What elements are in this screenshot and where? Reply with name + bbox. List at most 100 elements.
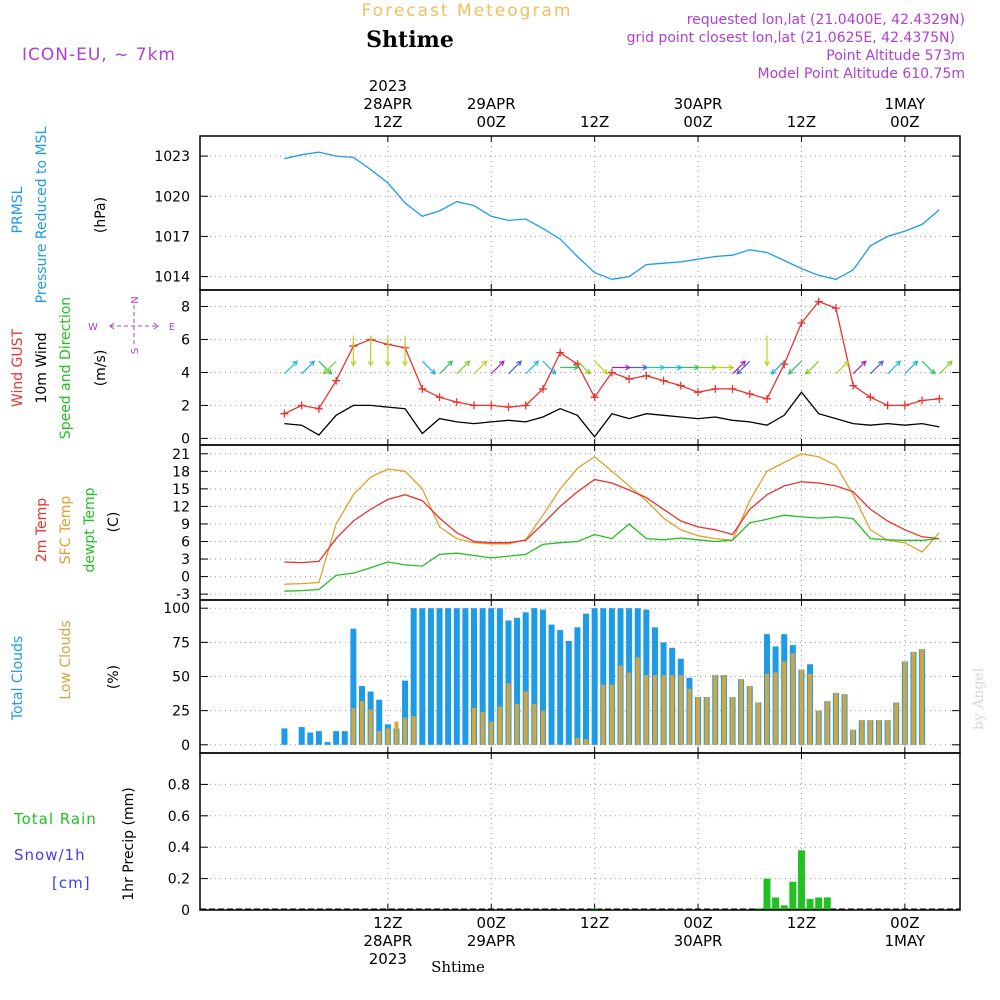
total-cloud-bar [298, 727, 305, 745]
wind-arrow [508, 360, 522, 375]
low-cloud-bar [351, 707, 356, 745]
total-cloud-bar [419, 608, 426, 745]
rain-bar [754, 908, 762, 910]
wind-arrow [318, 360, 332, 375]
total-cloud-bar [376, 699, 383, 745]
ytick-label: 18 [172, 464, 190, 480]
ytick-label: 25 [172, 704, 190, 720]
low-cloud-bar [920, 649, 925, 745]
snow-label: Snow/1h [14, 846, 86, 864]
low-cloud-bar [368, 709, 373, 745]
low-cloud-bar [782, 661, 787, 745]
wind-arrow [852, 360, 867, 375]
gust-marker [538, 384, 547, 393]
model-altitude: Model Point Altitude 610.75m [758, 66, 965, 82]
gust-marker [418, 384, 427, 393]
gust-marker [831, 304, 840, 313]
low-cloud-bar [394, 721, 399, 745]
low-cloud-bar [825, 701, 830, 745]
compass-s: S [130, 348, 141, 354]
total-cloud-bar [565, 640, 572, 745]
wind-arrow-head [367, 360, 374, 367]
gust-marker [521, 401, 530, 410]
wind-speed-label: 10m Wind [34, 332, 50, 403]
ytick-label: 6 [181, 535, 190, 551]
ytick-label: 4 [181, 365, 190, 381]
time-label-bottom: 30APR [674, 932, 723, 950]
gust-marker [470, 401, 479, 410]
low-cloud-bar [911, 651, 916, 745]
pressure-label-2: Pressure Reduced to MSL [34, 126, 50, 303]
time-label-bottom: 00Z [683, 914, 712, 932]
gust-marker [280, 409, 289, 418]
total-cloud-bar [583, 613, 590, 745]
compass-n: N [130, 296, 141, 303]
low-cloud-bar [472, 707, 477, 745]
location-title: Shtime [366, 27, 454, 53]
ytick-label: 15 [172, 482, 190, 498]
low-cloud-bar [377, 731, 382, 745]
wind-arrow-head [516, 360, 522, 367]
rain-bar [789, 881, 797, 910]
wind-arrow-head [740, 360, 747, 367]
wind-arrow [576, 360, 591, 375]
ytick-label: 50 [172, 670, 190, 686]
low-cloud-bar [644, 675, 649, 745]
wind-arrow-head [573, 364, 580, 371]
gust-marker [452, 398, 461, 407]
ytick-label: 0.8 [168, 777, 190, 793]
time-label-top: 2023 [369, 77, 407, 95]
ytick-label: 0.6 [168, 809, 190, 825]
time-label-bottom: 00Z [890, 914, 919, 932]
time-label-top: 30APR [674, 95, 723, 113]
wind-arrow [732, 360, 746, 375]
total-cloud-bar [522, 612, 529, 745]
rain-bar [591, 908, 599, 910]
time-label-bottom: 00Z [477, 914, 506, 932]
ytick-label: 0 [181, 738, 190, 754]
wind-arrow [938, 360, 953, 375]
total-cloud-bar [608, 608, 615, 745]
low-cloud-bar [540, 710, 545, 745]
gust-marker [625, 375, 634, 384]
panel-frame [199, 752, 961, 911]
rain-bar [780, 905, 788, 910]
time-label-top: 00Z [477, 113, 506, 131]
time-label-bottom: 12Z [580, 914, 609, 932]
gust-marker [504, 403, 513, 412]
wind-arrow-head [498, 360, 505, 367]
total-cloud-bar [307, 732, 314, 745]
low-cloud-bar [403, 717, 408, 745]
wind-arrow [736, 360, 751, 375]
wind-arrow [594, 360, 608, 375]
low-cloud-bar [575, 737, 580, 745]
wind-arrow [887, 360, 901, 375]
wind-arrow [921, 360, 936, 375]
wind-arrow [490, 360, 505, 375]
total-cloud-bar [333, 731, 340, 745]
wind-arrow-head [770, 368, 777, 375]
total-cloud-bar [574, 627, 581, 745]
total-cloud-bar [350, 628, 357, 745]
total-cloud-bar [505, 620, 512, 745]
total-cloud-bar [531, 608, 538, 745]
low-cloud-bar [816, 710, 821, 745]
total-cloud-bar [427, 608, 434, 745]
wind-arrow-head [736, 368, 743, 375]
wind-arrow [284, 360, 298, 375]
panel-4: 0 0.2 0.4 0.6 0.8 [168, 752, 961, 919]
ytick-label: 12 [172, 499, 190, 515]
gust-marker [866, 393, 875, 402]
low-cloud-bar [652, 675, 657, 745]
temp-unit: (C) [106, 512, 122, 533]
time-label-top: 00Z [890, 113, 919, 131]
total-cloud-bar [462, 608, 469, 745]
wind-arrow [323, 360, 337, 375]
panel-0: 1014 1017 1020 1023 [154, 135, 961, 291]
total-cloud-bar [453, 608, 460, 745]
gust-marker [883, 401, 892, 410]
low-cloud-bar [584, 739, 589, 745]
wind-arrow-head [464, 360, 471, 367]
